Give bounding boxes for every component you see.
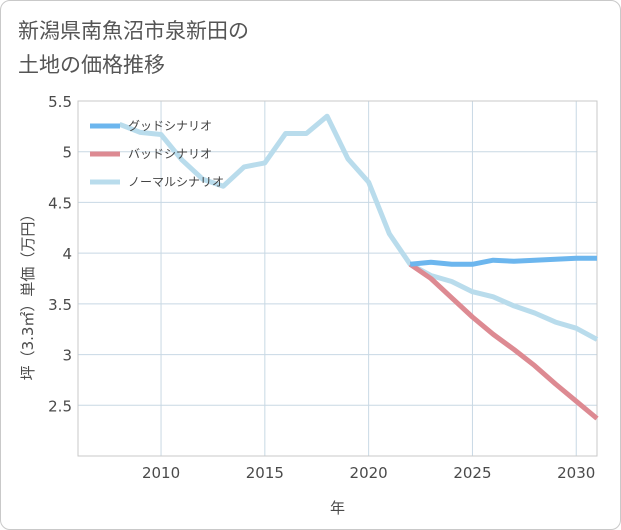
series-line-good xyxy=(409,255,597,267)
series-line-bad xyxy=(408,262,599,421)
x-axis-label: 年 xyxy=(330,499,345,517)
legend-label: バッドシナリオ xyxy=(128,147,212,161)
x-tick-label: 2015 xyxy=(246,464,284,482)
plot-area xyxy=(77,100,598,457)
x-tick-label: 2030 xyxy=(557,464,595,482)
chart-title-line-2: 土地の価格推移 xyxy=(18,53,165,77)
y-tick-label: 3 xyxy=(62,347,72,365)
y-axis-ticks: 2.5 3 3.5 4 4.5 5 5.5 xyxy=(48,93,72,415)
legend-label: グッドシナリオ xyxy=(128,119,212,133)
series-lines xyxy=(118,113,599,421)
chart-title-line-1: 新潟県南魚沼市泉新田の xyxy=(18,19,249,43)
x-tick-label: 2025 xyxy=(453,464,491,482)
series-line-normal xyxy=(118,113,599,342)
chart-title: 新潟県南魚沼市泉新田の 土地の価格推移 xyxy=(18,14,578,82)
y-tick-label: 5.5 xyxy=(48,93,72,111)
y-tick-label: 2.5 xyxy=(48,397,72,415)
y-tick-label: 4.5 xyxy=(48,194,72,212)
y-tick-label: 5 xyxy=(62,144,72,162)
y-tick-label: 4 xyxy=(62,245,72,263)
x-tick-label: 2020 xyxy=(350,464,388,482)
x-tick-label: 2010 xyxy=(142,464,180,482)
legend-label: ノーマルシナリオ xyxy=(128,175,224,189)
y-tick-label: 3.5 xyxy=(48,296,72,314)
y-axis-label: 坪（3.3㎡）単価（万円） xyxy=(19,207,37,381)
x-axis-ticks: 2010 2015 2020 2025 2030 xyxy=(142,464,595,482)
